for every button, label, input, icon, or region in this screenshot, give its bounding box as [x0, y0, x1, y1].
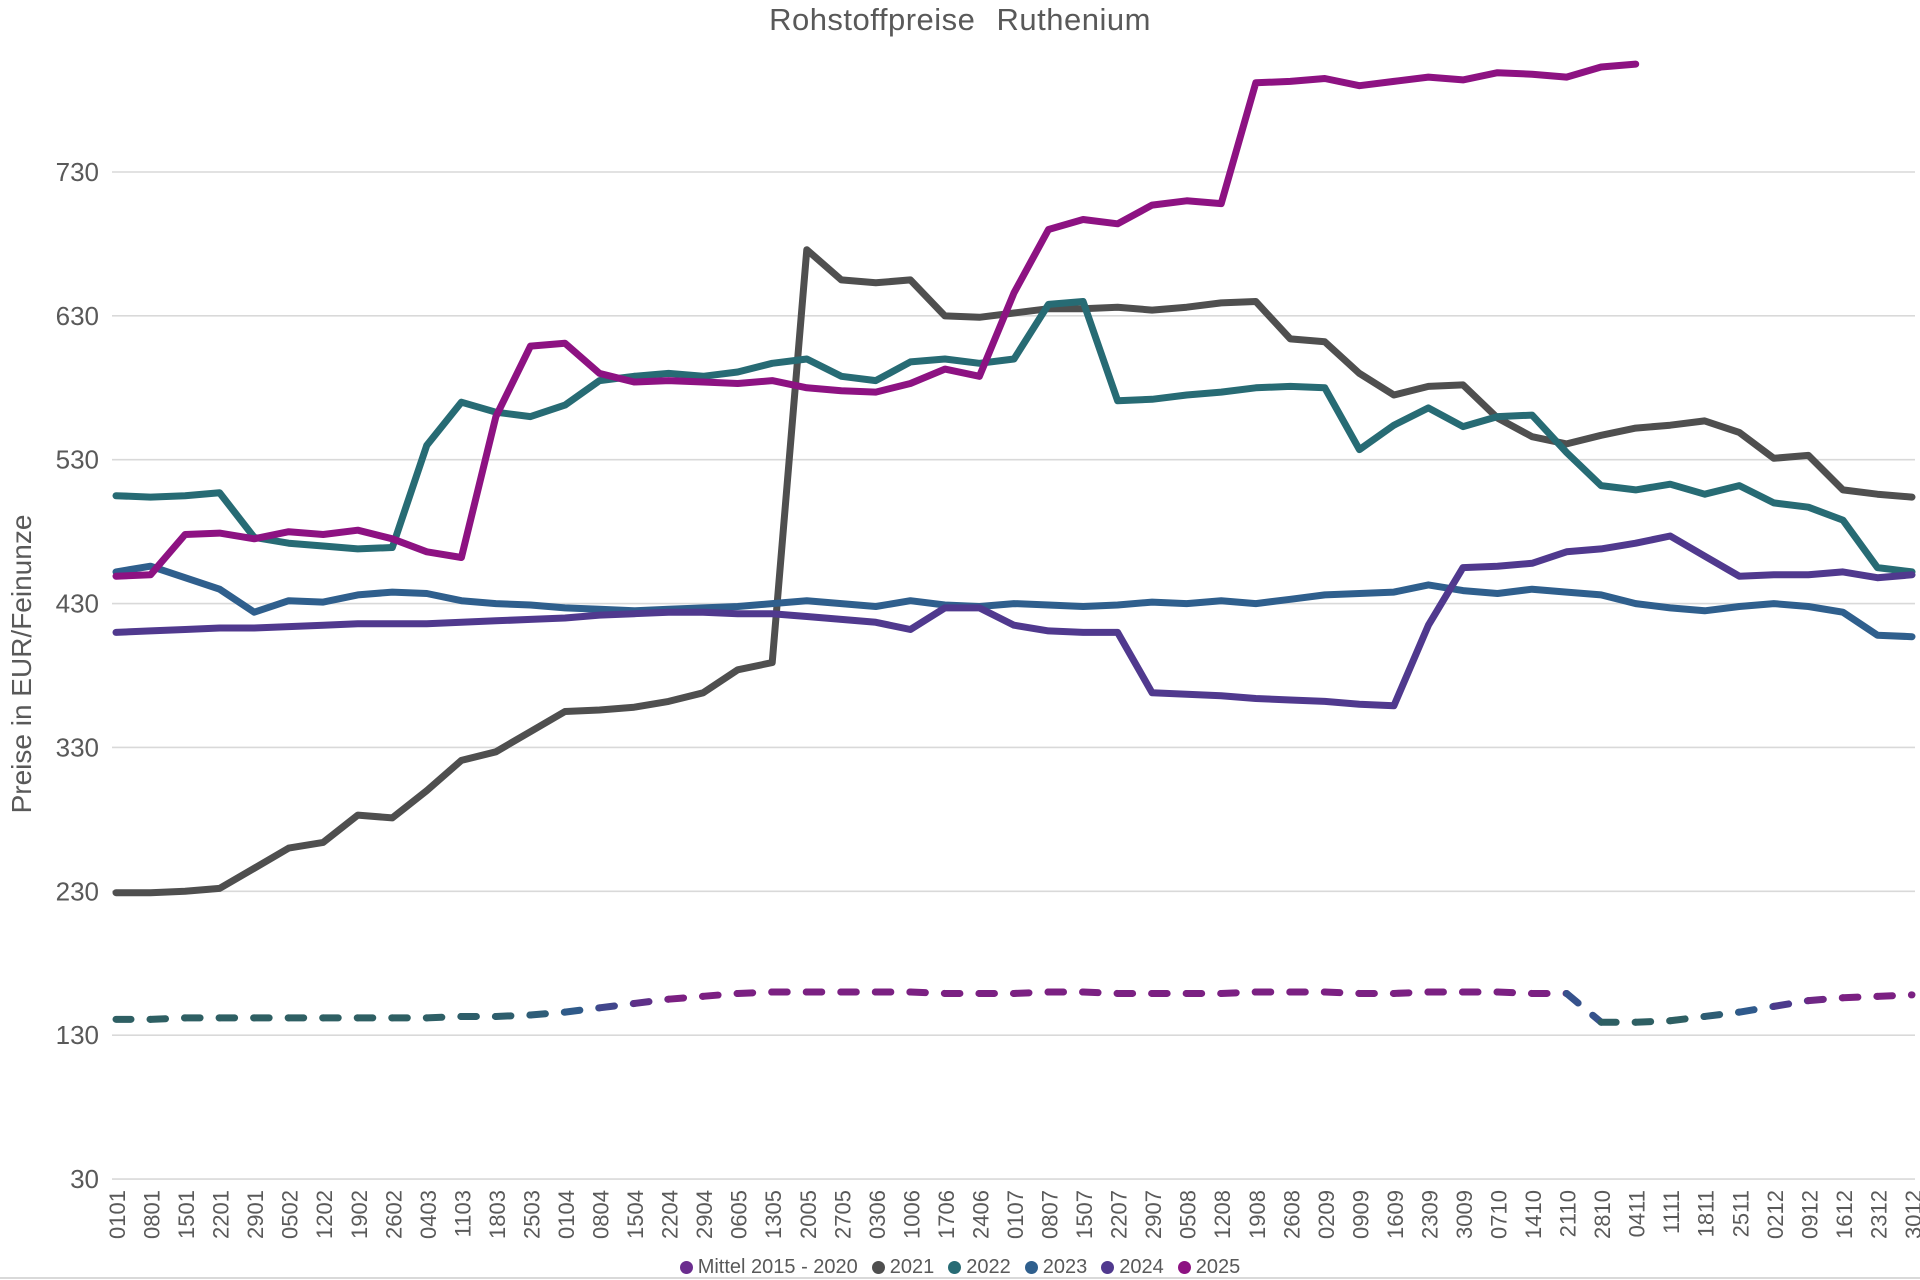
x-tick-label: 1902	[347, 1190, 372, 1239]
y-tick-label: 330	[56, 732, 99, 762]
x-tick-label: 2907	[1141, 1190, 1166, 1239]
x-tick-label: 2608	[1279, 1190, 1304, 1239]
gridlines	[112, 171, 1915, 1180]
x-tick-label: 2201	[209, 1190, 234, 1239]
legend-marker-icon	[1177, 1261, 1191, 1274]
y-tick-label: 530	[56, 445, 99, 475]
x-tick-label: 1811	[1694, 1190, 1719, 1237]
legend-label: 2021	[889, 1256, 935, 1278]
legend-label: 2023	[1042, 1256, 1088, 1278]
x-tick-label: 1305	[761, 1190, 786, 1239]
x-axis-tick-labels: 0101 0801 1501 2201 2901 0502 1202 1902 2602 0403…	[105, 1190, 1920, 1239]
x-tick-label: 1908	[1245, 1190, 1270, 1239]
legend-label: 2024	[1119, 1256, 1164, 1278]
x-tick-label: 0502	[278, 1190, 303, 1239]
x-tick-label: 0212	[1763, 1190, 1788, 1239]
series-2023	[112, 562, 1916, 641]
chart-title: Rohstoffpreise Ruthenium	[769, 2, 1151, 37]
x-tick-label: 0403	[416, 1190, 441, 1239]
x-tick-label: 2511	[1728, 1190, 1753, 1237]
x-tick-label: 1111	[1659, 1190, 1684, 1234]
x-tick-label: 2705	[830, 1190, 855, 1239]
y-tick-label: 30	[70, 1164, 99, 1194]
x-tick-label: 2207	[1107, 1190, 1132, 1239]
legend: Mittel 2015 - 2020 2021 2022 2023 2024 2025	[0, 1256, 1920, 1279]
x-tick-label: 0801	[140, 1190, 165, 1239]
y-tick-label: 630	[56, 301, 99, 331]
x-tick-label: 3009	[1452, 1190, 1477, 1239]
legend-label: Mittel 2015 - 2020	[697, 1256, 858, 1278]
legend-marker-icon	[1101, 1261, 1115, 1274]
legend-item-2024: 2024	[1101, 1256, 1164, 1279]
legend-item-2022: 2022	[948, 1256, 1011, 1279]
x-tick-label: 2904	[692, 1190, 717, 1239]
y-tick-label: 130	[56, 1020, 99, 1050]
x-tick-label: 2309	[1417, 1190, 1442, 1239]
legend-marker-icon	[871, 1261, 885, 1274]
x-tick-label: 1706	[934, 1190, 959, 1239]
x-tick-label: 1803	[485, 1190, 510, 1239]
y-tick-label: 230	[56, 876, 99, 906]
x-tick-label: 1501	[174, 1190, 199, 1239]
y-axis-tick-labels: 30 130 230 330 430 530 630 730	[56, 157, 99, 1194]
x-tick-label: 2503	[519, 1190, 544, 1239]
x-tick-label: 0306	[865, 1190, 890, 1239]
x-tick-label: 1410	[1521, 1190, 1546, 1239]
x-tick-label: 0101	[105, 1190, 130, 1239]
x-tick-label: 2602	[381, 1190, 406, 1239]
x-tick-label: 3012	[1901, 1190, 1920, 1239]
series-2022	[112, 298, 1916, 576]
x-tick-label: 0104	[554, 1190, 579, 1239]
legend-label: 2022	[966, 1256, 1011, 1278]
x-tick-label: 1504	[623, 1190, 648, 1239]
x-tick-label: 1202	[312, 1190, 337, 1239]
x-tick-label: 1507	[1072, 1190, 1097, 1239]
y-tick-label: 730	[56, 157, 99, 187]
chart-bottom-border	[0, 1277, 1920, 1279]
legend-label: 2025	[1195, 1256, 1241, 1278]
x-tick-label: 0912	[1797, 1190, 1822, 1239]
legend-item-2021: 2021	[871, 1256, 935, 1279]
x-tick-label: 0209	[1314, 1190, 1339, 1239]
legend-item-2023: 2023	[1024, 1256, 1088, 1279]
x-tick-label: 2406	[968, 1190, 993, 1239]
x-tick-label: 0909	[1348, 1190, 1373, 1239]
series-2021	[112, 246, 1916, 897]
x-tick-label: 1612	[1832, 1190, 1857, 1239]
legend-item-2025: 2025	[1177, 1256, 1241, 1279]
x-tick-label: 2810	[1590, 1190, 1615, 1239]
x-tick-label: 1103	[450, 1190, 475, 1237]
x-tick-label: 2204	[658, 1190, 683, 1239]
x-tick-label: 2312	[1866, 1190, 1891, 1239]
x-tick-label: 2005	[796, 1190, 821, 1239]
series-2025	[112, 60, 1640, 580]
legend-marker-icon	[1024, 1261, 1038, 1274]
x-tick-label: 0807	[1038, 1190, 1063, 1239]
x-tick-label: 0605	[727, 1190, 752, 1239]
x-tick-label: 1609	[1383, 1190, 1408, 1239]
x-tick-label: 2110	[1556, 1190, 1581, 1237]
x-tick-label: 0804	[589, 1190, 614, 1239]
legend-marker-icon	[679, 1261, 693, 1274]
series-mittel-2015---2020	[112, 988, 1916, 1026]
x-tick-label: 0411	[1625, 1190, 1650, 1237]
y-tick-label: 430	[56, 589, 99, 619]
x-tick-label: 1006	[899, 1190, 924, 1239]
x-tick-label: 0508	[1176, 1190, 1201, 1239]
x-tick-label: 2901	[243, 1190, 268, 1239]
x-tick-label: 0710	[1487, 1190, 1512, 1239]
x-tick-label: 1208	[1210, 1190, 1235, 1239]
legend-item-mittel-2015---2020: Mittel 2015 - 2020	[679, 1256, 858, 1279]
legend-marker-icon	[948, 1261, 962, 1274]
series-2024	[112, 532, 1916, 710]
x-tick-label: 0107	[1003, 1190, 1028, 1239]
